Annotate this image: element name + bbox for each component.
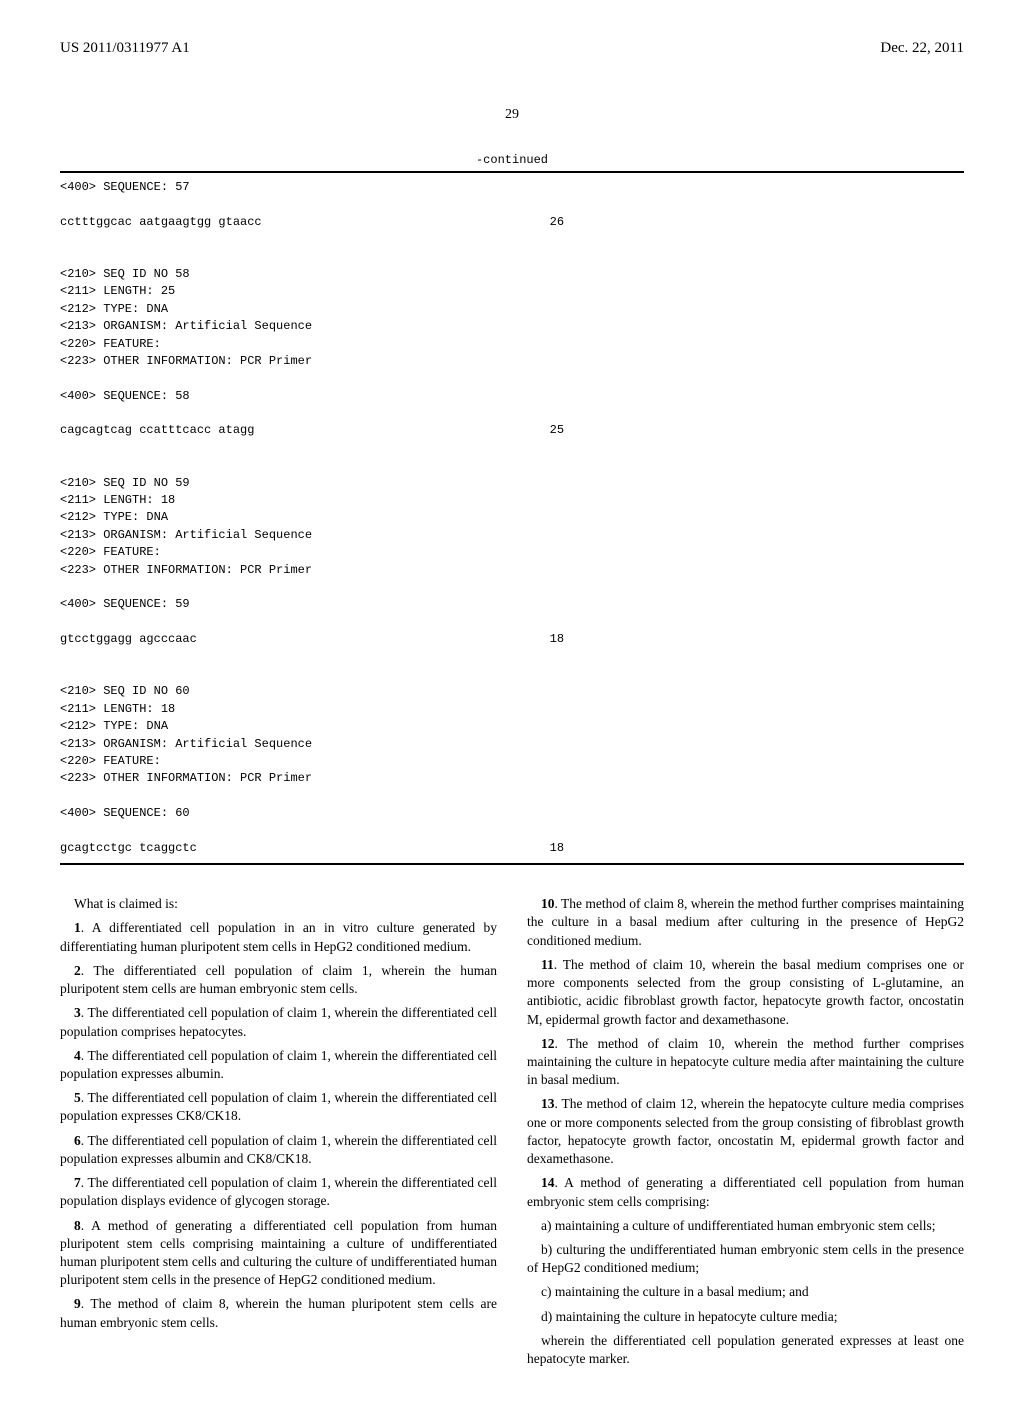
claim: 3. The differentiated cell population of… xyxy=(60,1004,497,1040)
right-column: 10. The method of claim 8, wherein the m… xyxy=(527,895,964,1374)
left-column: What is claimed is: 1. A differentiated … xyxy=(60,895,497,1374)
pub-date: Dec. 22, 2011 xyxy=(880,40,964,57)
claims-intro: What is claimed is: xyxy=(60,895,497,913)
claim: 11. The method of claim 10, wherein the … xyxy=(527,956,964,1029)
claim-sub-item: c) maintaining the culture in a basal me… xyxy=(527,1283,964,1301)
claim-number: 1 xyxy=(74,920,81,935)
claim: 6. The differentiated cell population of… xyxy=(60,1132,497,1168)
claim-number: 13 xyxy=(541,1096,555,1111)
claim-number: 11 xyxy=(541,957,554,972)
claim-number: 14 xyxy=(541,1175,555,1190)
claim: 12. The method of claim 10, wherein the … xyxy=(527,1035,964,1090)
claim-number: 4 xyxy=(74,1048,81,1063)
claim-number: 5 xyxy=(74,1090,81,1105)
claim: 14. A method of generating a differentia… xyxy=(527,1174,964,1210)
claim-number: 6 xyxy=(74,1133,81,1148)
claim-number: 12 xyxy=(541,1036,555,1051)
claim: 9. The method of claim 8, wherein the hu… xyxy=(60,1295,497,1331)
claim: 13. The method of claim 12, wherein the … xyxy=(527,1095,964,1168)
claim: 1. A differentiated cell population in a… xyxy=(60,919,497,955)
claim-number: 10 xyxy=(541,896,555,911)
claim: 5. The differentiated cell population of… xyxy=(60,1089,497,1125)
claim-number: 3 xyxy=(74,1005,81,1020)
claim-number: 8 xyxy=(74,1218,81,1233)
claim-number: 7 xyxy=(74,1175,81,1190)
claim-sub-item: d) maintaining the culture in hepatocyte… xyxy=(527,1308,964,1326)
claim-sub-item: a) maintaining a culture of undifferenti… xyxy=(527,1217,964,1235)
claims-columns: What is claimed is: 1. A differentiated … xyxy=(60,895,964,1374)
continued-label: -continued xyxy=(60,153,964,167)
sequence-listing: <400> SEQUENCE: 57 cctttggcac aatgaagtgg… xyxy=(60,171,964,865)
claim: 4. The differentiated cell population of… xyxy=(60,1047,497,1083)
claim-number: 2 xyxy=(74,963,81,978)
pub-number: US 2011/0311977 A1 xyxy=(60,40,190,57)
claim-sub-item: b) culturing the undifferentiated human … xyxy=(527,1241,964,1277)
page-number: 29 xyxy=(60,107,964,123)
claim: 2. The differentiated cell population of… xyxy=(60,962,497,998)
claim: 8. A method of generating a differentiat… xyxy=(60,1217,497,1290)
claim-number: 9 xyxy=(74,1296,81,1311)
claim-sub-item: wherein the differentiated cell populati… xyxy=(527,1332,964,1368)
claim: 7. The differentiated cell population of… xyxy=(60,1174,497,1210)
page-header: US 2011/0311977 A1 Dec. 22, 2011 xyxy=(60,40,964,57)
claim: 10. The method of claim 8, wherein the m… xyxy=(527,895,964,950)
